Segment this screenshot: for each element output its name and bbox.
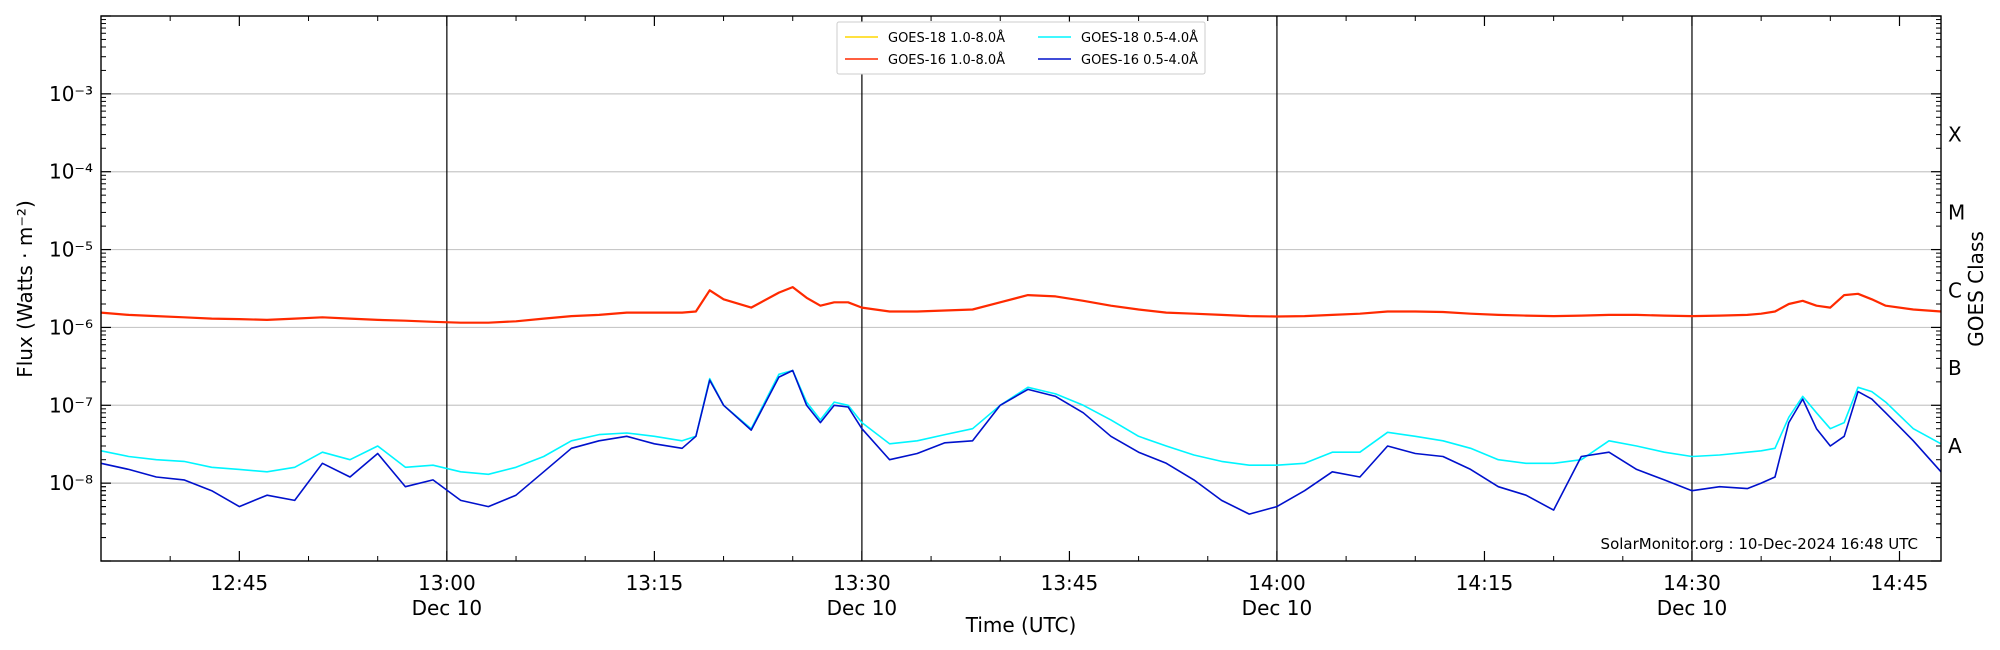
y-tick-label: 10⁻⁸ [49,471,93,495]
x-tick-label: 14:00 [1248,571,1306,595]
goes-class-label-m: M [1948,200,1965,224]
y-tick-label: 10⁻⁴ [49,160,93,184]
x-axis-title: Time (UTC) [965,613,1077,637]
series-line-1 [100,286,1942,324]
x-tick-label: 13:00 [418,571,476,595]
x-tick-label: 14:15 [1456,571,1514,595]
credit-text: SolarMonitor.org : 10-Dec-2024 16:48 UTC [1601,535,1918,553]
goes-class-label-b: B [1948,356,1962,380]
day-divider-lines [446,16,1693,561]
series-line-2 [100,286,1942,324]
axis-ticks [100,15,1941,562]
y-tick-label: 10⁻⁷ [49,393,93,417]
x-tick-date-label: Dec 10 [1657,596,1728,620]
goes-class-axis-title: GOES Class [1964,231,1988,347]
y-axis-title: Flux (Watts · m⁻²) [13,200,37,378]
x-tick-date-label: Dec 10 [412,596,483,620]
goes-class-labels: A B C M X [1948,123,1965,458]
series-line-4 [100,369,1942,515]
legend: GOES-18 1.0-8.0Å GOES-16 1.0-8.0Å GOES-18 … [836,21,1206,75]
x-tick-date-label: Dec 10 [1242,596,1313,620]
x-tick-label: 12:45 [211,571,269,595]
x-tick-label: 14:45 [1871,571,1929,595]
goes-class-label-a: A [1948,434,1962,458]
grid-lines [101,93,1941,484]
legend-label: GOES-18 1.0-8.0Å [888,30,1005,46]
goes-class-label-x: X [1948,123,1962,147]
x-tick-date-label: Dec 10 [827,596,898,620]
x-tick-label: 13:30 [833,571,891,595]
y-tick-label: 10⁻⁶ [49,315,93,339]
legend-box [836,21,1206,75]
plot-frame [100,15,1942,562]
y-tick-labels: 10⁻⁸ 10⁻⁷ 10⁻⁶ 10⁻⁵ 10⁻⁴ 10⁻³ [49,82,93,495]
x-tick-label: 13:45 [1041,571,1099,595]
x-tick-label: 13:15 [626,571,684,595]
y-tick-label: 10⁻³ [49,82,93,106]
goes-class-label-c: C [1948,278,1962,302]
x-tick-label: 14:30 [1663,571,1721,595]
series-lines [100,286,1942,515]
legend-label: GOES-16 1.0-8.0Å [888,52,1005,68]
y-tick-label: 10⁻⁵ [49,238,93,262]
series-line-3 [100,369,1942,476]
legend-label: GOES-18 0.5-4.0Å [1081,30,1198,46]
legend-label: GOES-16 0.5-4.0Å [1081,52,1198,68]
